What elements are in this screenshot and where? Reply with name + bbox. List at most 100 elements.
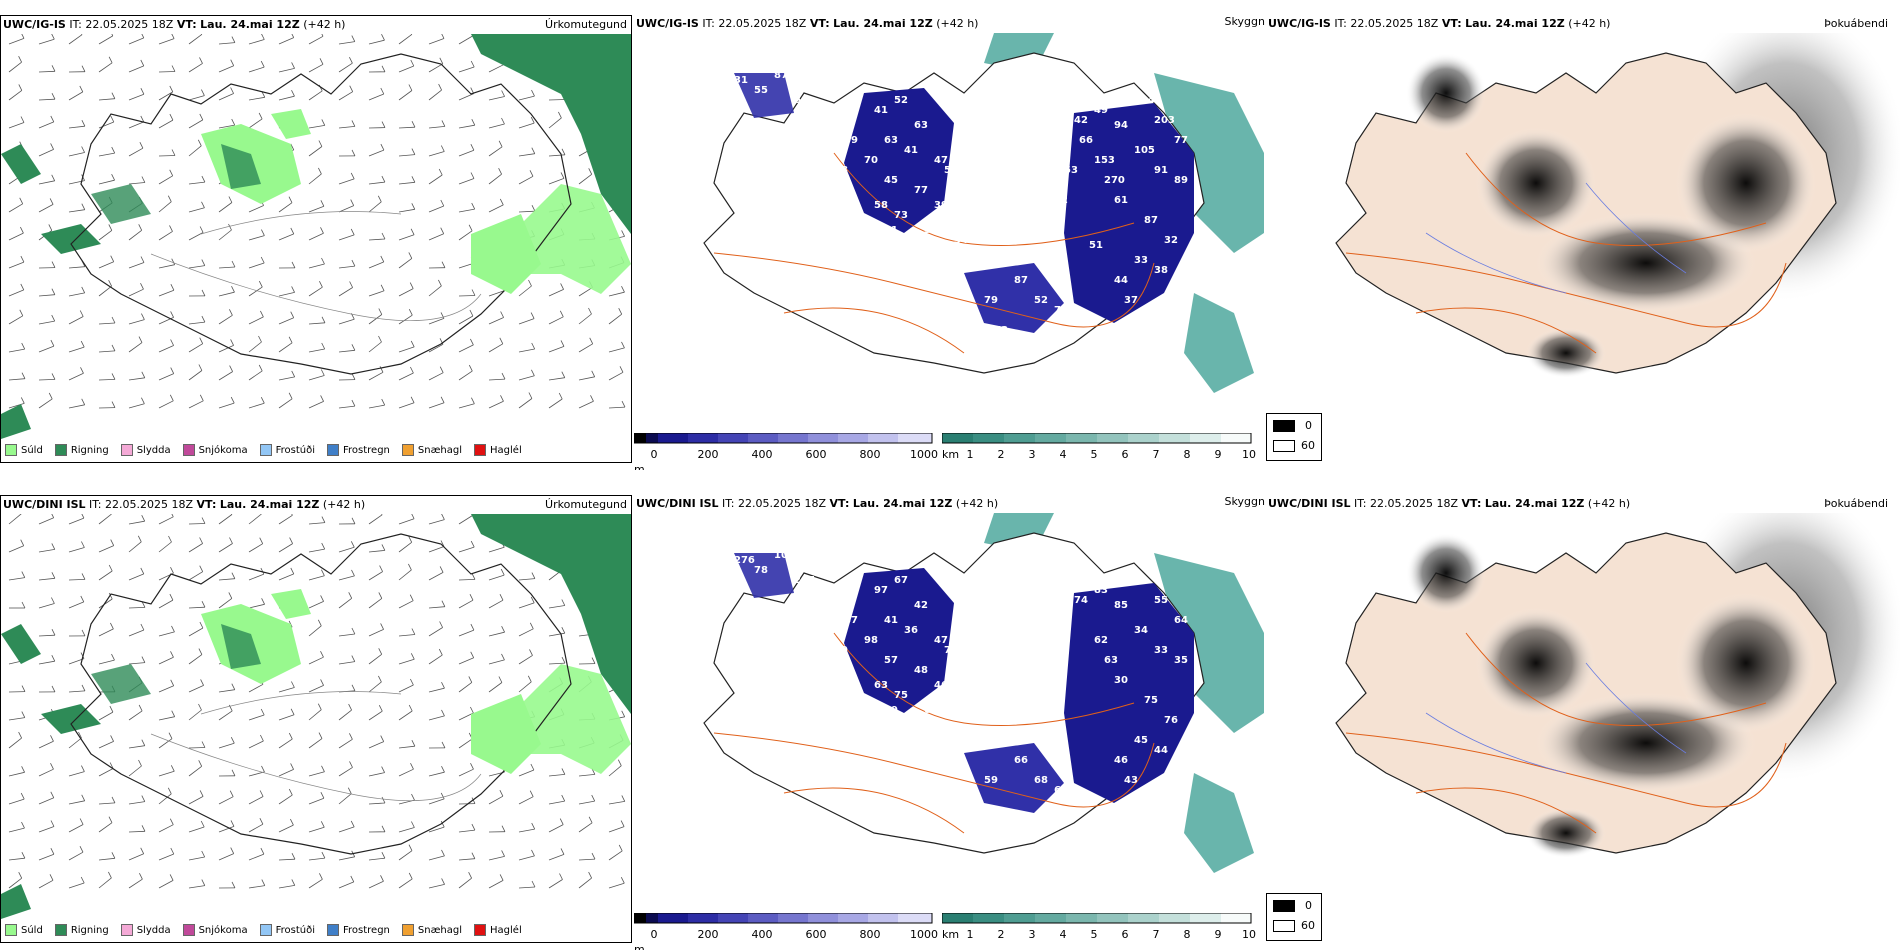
- cloud-ceiling-label: 37: [904, 240, 918, 251]
- cloud-base-colorbar: m 0 200 400 600 800 1000: [634, 912, 938, 950]
- cloud-ceiling-label: 36: [904, 625, 918, 636]
- cloud-map: 31 55 87 60 41 52 63 63 41 47 45 77 39 58 57 51 37 39 41 52…: [703, 33, 1264, 393]
- cloud-ceiling-label: 63: [914, 120, 928, 131]
- cloud-ceiling-label: 53: [1064, 165, 1078, 176]
- cloud-ceiling-label: 39: [1144, 305, 1158, 316]
- legend-swatch: [182, 444, 195, 456]
- legend-item: Slydda: [120, 444, 171, 456]
- cloud-ceiling-label: 98: [864, 635, 878, 646]
- fog-legend-max: 60: [1301, 919, 1315, 932]
- legend-swatch: [401, 444, 414, 456]
- visibility-tick: 3: [1028, 928, 1036, 941]
- cloud-ceiling-label: 51: [904, 720, 918, 731]
- visibility-tick: 5: [1090, 928, 1098, 941]
- precip-legend: Súld Rigning Slydda Snjókoma Frostúði Frostre…: [5, 444, 522, 456]
- cloud-ceiling-label: 203: [1154, 115, 1175, 126]
- legend-item: Frostúði: [259, 924, 315, 936]
- cloud-ceiling-label: 67: [894, 575, 908, 586]
- cloud-ceiling-label: 66: [1079, 135, 1093, 146]
- cloud-ceiling-label: 91: [1154, 165, 1168, 176]
- cloud-base-tick: 0: [650, 928, 658, 941]
- visibility-colorbar: km 1 2 3 4 5 6 7 8 9 10: [941, 432, 1256, 463]
- legend-item: Haglél: [474, 924, 522, 936]
- legend-label: Frostúði: [275, 444, 315, 456]
- cloud-ceiling-labels: 31 55 87 60 41 52 63 63 41 47 45 77 39 58 57 51 37 39 41 52…: [734, 70, 1188, 356]
- cloud-ceiling-label: 75: [1054, 305, 1068, 316]
- panel-title: UWC/IG-IS IT: 22.05.2025 18Z VT: Lau. 24…: [1268, 17, 1611, 30]
- legend-swatch: [120, 444, 133, 456]
- cloud-ceiling-label: 51: [884, 225, 898, 236]
- cloud-ceiling-label: 104: [774, 550, 795, 561]
- cloud-ceiling-label: 44: [1154, 745, 1168, 756]
- panel-name: Úrkomutegund: [545, 498, 627, 511]
- cloud-ceiling-label: 69: [884, 705, 898, 716]
- cloud-ceiling-label: 32: [1164, 235, 1178, 246]
- cloud-ceiling-label: 40: [1164, 325, 1178, 336]
- fog-legend-black-swatch: [1273, 420, 1295, 432]
- cloud-ceiling-label: 45: [1134, 735, 1148, 746]
- cloud-base-tick: 200: [697, 448, 719, 461]
- legend-swatch: [259, 444, 272, 456]
- fog-legend: 0 60: [1266, 893, 1322, 941]
- cloud-ceiling-label: 52: [894, 95, 908, 106]
- visibility-tick: 2: [997, 928, 1005, 941]
- legend-swatch: [327, 444, 339, 456]
- panel-name: Þokuábendi: [1824, 17, 1888, 30]
- cloud-base-tick: 600: [805, 448, 827, 461]
- cloud-ceiling-label: 57: [854, 215, 868, 226]
- fog-indicator-panel: UWC/IG-IS IT: 22.05.2025 18Z VT: Lau. 24…: [1266, 15, 1900, 470]
- legend-label: Rigning: [70, 924, 109, 936]
- legend-swatch: [5, 444, 17, 456]
- legend-item: Rigning: [54, 444, 109, 456]
- visibility-ticks: km 1 2 3 4 5 6 7 8 9 10: [942, 448, 1256, 462]
- cloud-ceiling-label: 87: [844, 615, 858, 626]
- cloud-ceiling-label: 41: [1144, 785, 1158, 796]
- cloud-ceiling-label: 41: [954, 215, 968, 226]
- fog-legend-max: 60: [1301, 439, 1315, 452]
- cloud-ceiling-label: 49: [1094, 105, 1108, 116]
- cloud-ceiling-label: 87: [774, 70, 788, 81]
- legend-item: Súld: [5, 924, 43, 936]
- cloud-ceiling-label: 78: [754, 565, 768, 576]
- visibility-tick: 7: [1152, 448, 1160, 461]
- cloud-base-tick: 800: [859, 928, 881, 941]
- wind-barbs: [8, 514, 626, 889]
- cloud-ceiling-label: 38: [1154, 265, 1168, 276]
- legend-swatch: [327, 924, 339, 936]
- panel-title: UWC/DINI ISL IT: 22.05.2025 18Z VT: Lau.…: [636, 497, 999, 510]
- cloud-ceiling-label: 73: [854, 695, 868, 706]
- cloud-ceiling-label: 55: [1154, 595, 1168, 606]
- visibility-tick: 5: [1090, 448, 1098, 461]
- cloud-visibility-panel: UWC/IG-IS IT: 22.05.2025 18Z VT: Lau. 24…: [634, 15, 1268, 470]
- precip-type-panel: UWC/IG-IS IT: 22.05.2025 18Z VT: Lau. 24…: [0, 15, 632, 463]
- legend-label: Súld: [21, 924, 43, 936]
- legend-label: Frostregn: [343, 924, 390, 936]
- visibility-gradient: [941, 912, 1252, 924]
- cloud-ceiling-label: 62: [1094, 635, 1108, 646]
- legend-label: Haglél: [490, 924, 522, 936]
- legend-swatch: [54, 924, 67, 936]
- cloud-visibility-panel: UWC/DINI ISL IT: 22.05.2025 18Z VT: Lau.…: [634, 495, 1268, 950]
- cloud-ceiling-label: 61: [1054, 785, 1068, 796]
- visibility-tick: 4: [1059, 448, 1067, 461]
- visibility-colorbar: km 1 2 3 4 5 6 7 8 9 10: [941, 912, 1256, 943]
- cloud-base-tick: 400: [751, 928, 773, 941]
- legend-swatch: [54, 444, 67, 456]
- fog-legend-min: 0: [1305, 899, 1312, 912]
- legend-label: Frostúði: [275, 924, 315, 936]
- cloud-ceiling-label: 94: [1114, 120, 1128, 131]
- precip-map: [1, 34, 631, 439]
- cloud-ceiling-label: 58: [834, 165, 848, 176]
- cloud-ceiling-label: 97: [874, 585, 888, 596]
- legend-swatch: [474, 444, 487, 456]
- legend-label: Snjókoma: [198, 444, 248, 456]
- cloud-ceiling-label: 70: [864, 155, 878, 166]
- visibility-tick: 1: [966, 448, 974, 461]
- visibility-ticks: km 1 2 3 4 5 6 7 8 9 10: [942, 928, 1256, 942]
- cloud-ceiling-label: 39: [934, 200, 948, 211]
- cloud-base-tick: 1000: [910, 928, 938, 941]
- visibility-tick: 9: [1214, 928, 1222, 941]
- legend-label: Snæhagl: [417, 444, 463, 456]
- cloud-ceiling-label: 34: [1134, 625, 1148, 636]
